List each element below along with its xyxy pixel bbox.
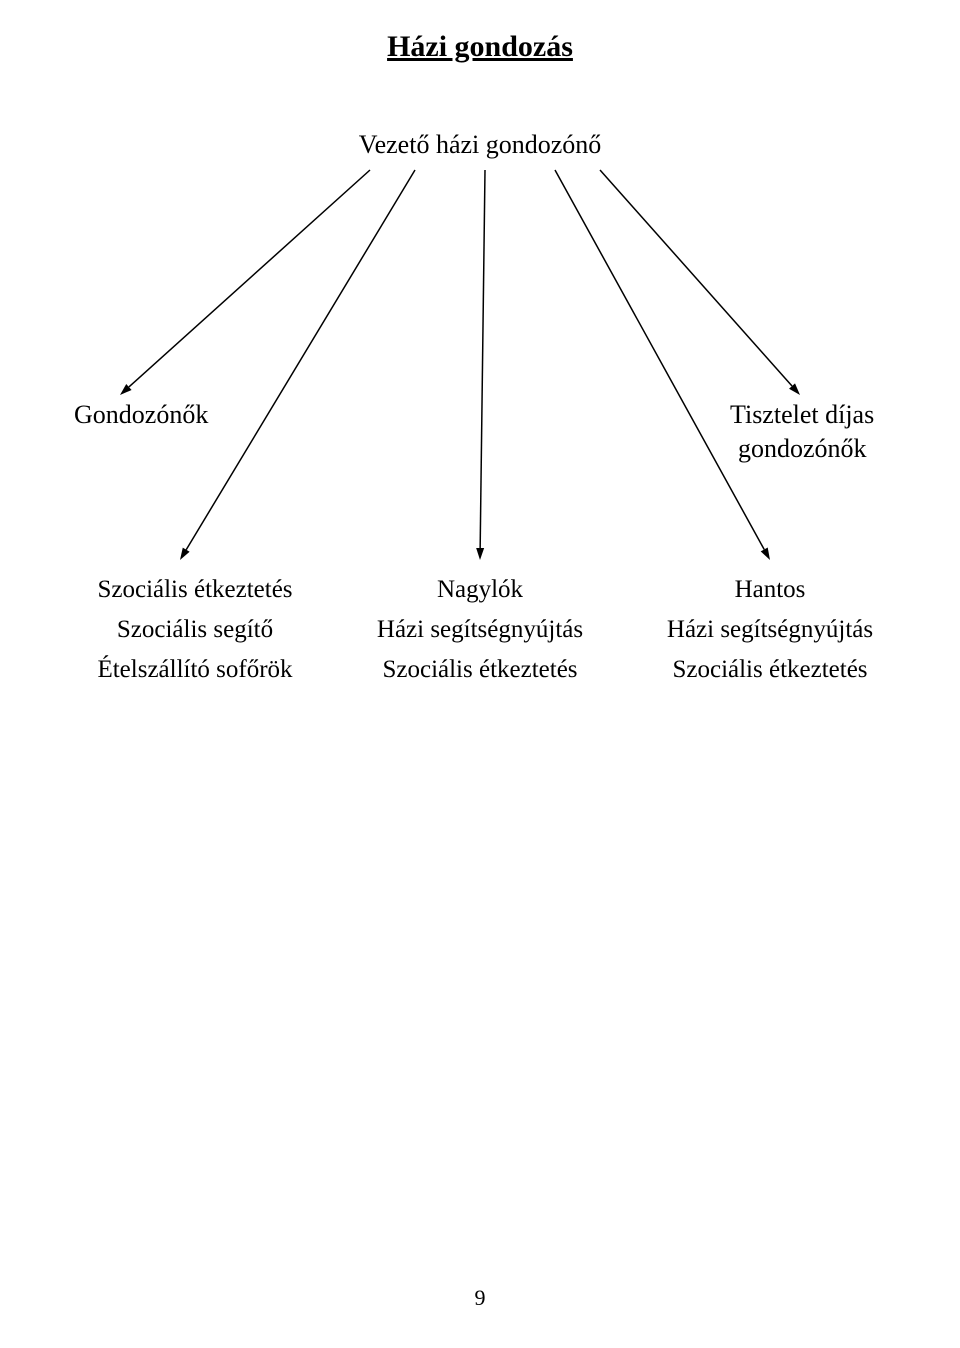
node-tisztelet-dijas: Tisztelet díjas gondozónők bbox=[730, 398, 874, 466]
col1-line1: Szociális étkeztetés bbox=[65, 570, 325, 610]
col2-line3: Szociális étkeztetés bbox=[350, 650, 610, 690]
col1-line3: Ételszállító sofőrök bbox=[65, 650, 325, 690]
node-gondozonok: Gondozónők bbox=[74, 400, 208, 430]
column-1: Szociális étkeztetés Szociális segítő Ét… bbox=[65, 570, 325, 690]
page: Házi gondozás Vezető házi gondozónő Gond… bbox=[0, 0, 960, 1348]
page-title: Házi gondozás bbox=[0, 30, 960, 64]
page-number: 9 bbox=[0, 1285, 960, 1311]
column-2: Nagylók Házi segítségnyújtás Szociális é… bbox=[350, 570, 610, 690]
column-3: Hantos Házi segítségnyújtás Szociális ét… bbox=[640, 570, 900, 690]
col1-line2: Szociális segítő bbox=[65, 610, 325, 650]
col3-line2: Házi segítségnyújtás bbox=[640, 610, 900, 650]
col2-line1: Nagylók bbox=[350, 570, 610, 610]
col2-line2: Házi segítségnyújtás bbox=[350, 610, 610, 650]
tisztelet-line2: gondozónők bbox=[730, 434, 867, 463]
col3-line1: Hantos bbox=[640, 570, 900, 610]
tisztelet-line1: Tisztelet díjas bbox=[730, 400, 874, 429]
root-node: Vezető házi gondozónő bbox=[0, 130, 960, 160]
col3-line3: Szociális étkeztetés bbox=[640, 650, 900, 690]
